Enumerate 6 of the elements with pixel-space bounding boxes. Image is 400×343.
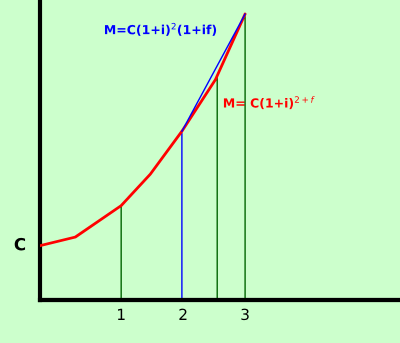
annotation: C xyxy=(14,238,26,250)
x-tick-label: 1 xyxy=(118,308,125,320)
x-tick-label: 3 xyxy=(241,308,249,320)
series-label: M= C(1+i)$^{2+f}$ xyxy=(224,96,315,110)
series-label: M=C(1+i)$^{2}$(1+if) xyxy=(104,22,216,36)
x-tick-label: 2 xyxy=(179,308,186,320)
